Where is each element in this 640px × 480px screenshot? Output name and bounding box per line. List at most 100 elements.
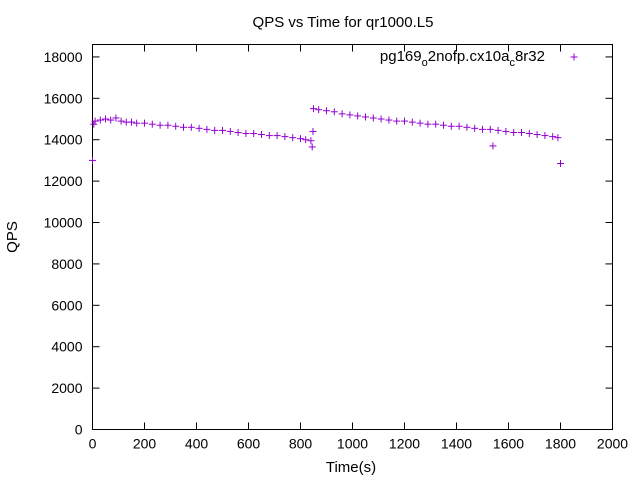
data-point	[447, 122, 455, 130]
data-point	[416, 119, 424, 127]
x-tick-label: 1200	[389, 436, 420, 452]
x-tick-label: 1400	[441, 436, 472, 452]
data-point	[424, 120, 432, 128]
data-point	[369, 114, 377, 122]
data-point	[541, 132, 549, 140]
legend-marker	[570, 53, 578, 61]
x-axis-label: Time(s)	[326, 459, 376, 476]
x-tick-label: 1600	[493, 436, 524, 452]
y-axis-label: QPS	[4, 221, 21, 253]
x-tick-label: 0	[89, 436, 97, 452]
x-tick-label: 200	[133, 436, 157, 452]
y-tick-label: 18000	[44, 49, 83, 65]
data-point	[489, 142, 497, 150]
chart-title: QPS vs Time for qr1000.L5	[253, 14, 434, 31]
data-point	[156, 121, 164, 129]
series-points	[89, 105, 564, 168]
data-point	[525, 130, 533, 138]
data-point	[219, 126, 226, 134]
data-point	[479, 125, 486, 133]
data-point	[226, 127, 234, 135]
x-tick-label: 600	[237, 436, 261, 452]
data-point	[308, 143, 316, 151]
data-point	[471, 124, 479, 132]
data-point	[172, 122, 180, 130]
data-point	[385, 116, 393, 124]
data-point	[265, 132, 273, 140]
data-point	[354, 112, 362, 120]
data-point	[203, 125, 211, 133]
data-point	[377, 115, 385, 123]
data-point	[463, 123, 471, 131]
data-point	[362, 113, 369, 121]
data-point	[455, 122, 463, 130]
data-point	[310, 105, 317, 113]
data-point	[211, 126, 219, 134]
data-point	[549, 133, 557, 141]
data-point	[330, 108, 338, 116]
data-point	[96, 116, 104, 124]
data-point	[307, 137, 315, 145]
data-point	[309, 127, 317, 135]
data-point	[323, 107, 330, 115]
data-point	[273, 132, 281, 140]
y-tick-label: 16000	[44, 90, 83, 106]
data-point	[440, 121, 447, 129]
data-point	[289, 134, 297, 142]
data-point	[486, 125, 494, 133]
x-tick-label: 1800	[545, 436, 576, 452]
data-point	[297, 135, 304, 143]
legend-label: pg169o2nofp.cx10ac8r32	[380, 48, 545, 69]
data-point	[242, 130, 250, 138]
y-tick-label: 10000	[44, 215, 83, 231]
data-point	[107, 116, 115, 124]
data-point	[117, 117, 125, 125]
x-tick-label: 800	[289, 436, 313, 452]
y-tick-label: 2000	[51, 380, 82, 396]
data-point	[494, 126, 502, 134]
x-tick-label: 2000	[597, 436, 628, 452]
data-point	[393, 117, 401, 125]
data-point	[195, 124, 203, 132]
data-point	[258, 131, 265, 139]
x-tick-label: 1000	[337, 436, 368, 452]
data-point	[502, 127, 510, 135]
data-point	[128, 118, 135, 126]
data-point	[187, 123, 195, 131]
y-tick-label: 6000	[51, 297, 82, 313]
y-tick-labels: 0 2000 4000 6000 8000 10000 12000 14000 16000 180…	[44, 49, 83, 438]
y-tick-label: 0	[75, 422, 83, 438]
data-point	[250, 130, 258, 138]
data-point	[408, 118, 416, 126]
data-point	[338, 110, 346, 118]
y-tick-label: 12000	[44, 173, 83, 189]
data-point	[557, 160, 564, 168]
data-point	[315, 106, 323, 114]
data-point	[90, 120, 98, 128]
axis-ticks	[92, 44, 613, 430]
y-tick-label: 8000	[51, 256, 82, 272]
x-tick-labels: 0 200 400 600 800 1000 1200 1400 1600 1800 2000	[89, 436, 629, 452]
data-point	[164, 121, 172, 129]
data-point	[518, 128, 525, 136]
data-point	[302, 136, 310, 144]
data-point	[112, 114, 120, 122]
data-point	[102, 115, 109, 123]
data-point	[234, 128, 242, 136]
data-point	[346, 111, 354, 119]
data-point	[133, 119, 141, 127]
data-point	[510, 128, 518, 136]
data-point	[401, 117, 408, 125]
data-point	[91, 117, 99, 125]
y-tick-label: 4000	[51, 339, 82, 355]
data-point	[533, 131, 541, 139]
data-point	[148, 120, 156, 128]
legend: pg169o2nofp.cx10ac8r32	[380, 48, 578, 69]
data-point	[554, 134, 562, 142]
y-tick-label: 14000	[44, 132, 83, 148]
legend-plus-marker	[570, 53, 578, 61]
data-point	[180, 123, 187, 131]
data-point	[432, 120, 440, 128]
data-point	[281, 133, 289, 141]
